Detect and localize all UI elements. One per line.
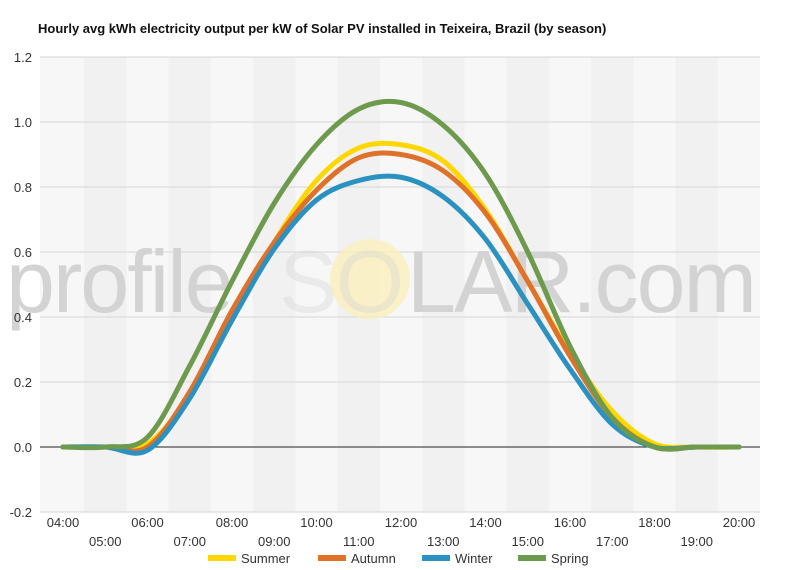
x-tick-label: 06:00 bbox=[131, 515, 164, 530]
series-line-winter bbox=[60, 173, 742, 456]
y-tick-label: 0.4 bbox=[14, 310, 32, 325]
x-tick-label: 08:00 bbox=[216, 515, 249, 530]
chart-title: Hourly avg kWh electricity output per kW… bbox=[38, 21, 606, 36]
column-band bbox=[168, 57, 211, 512]
y-tick-label: 0.6 bbox=[14, 245, 32, 260]
column-band bbox=[675, 57, 718, 512]
x-tick-label: 09:00 bbox=[258, 534, 291, 549]
legend-label: Spring bbox=[551, 551, 589, 566]
x-tick-label: 11:00 bbox=[343, 534, 375, 549]
legend-item-winter: Winter bbox=[422, 551, 493, 566]
x-tick-label: 19:00 bbox=[680, 534, 713, 549]
x-tick-label: 17:00 bbox=[596, 534, 629, 549]
x-tick-label: 05:00 bbox=[89, 534, 122, 549]
legend-item-autumn: Autumn bbox=[318, 551, 396, 566]
column-band bbox=[84, 57, 127, 512]
x-tick-label: 07:00 bbox=[173, 534, 206, 549]
x-tick-label: 12:00 bbox=[385, 515, 418, 530]
y-tick-label: 0.2 bbox=[14, 375, 32, 390]
y-tick-label: -0.2 bbox=[10, 505, 32, 520]
series-lines bbox=[60, 98, 742, 456]
legend-swatch bbox=[422, 555, 450, 561]
x-tick-label: 04:00 bbox=[47, 515, 80, 530]
legend-swatch bbox=[518, 555, 546, 561]
x-tick-label: 15:00 bbox=[511, 534, 544, 549]
x-tick-label: 14:00 bbox=[469, 515, 502, 530]
y-tick-label: 0.0 bbox=[14, 440, 32, 455]
legend-label: Summer bbox=[241, 551, 291, 566]
column-band bbox=[253, 57, 296, 512]
x-tick-label: 16:00 bbox=[554, 515, 587, 530]
legend-swatch bbox=[318, 555, 346, 561]
watermark-right-text: LAR.com bbox=[407, 232, 755, 331]
watermark-sun-letters: SO bbox=[279, 232, 402, 331]
legend-item-summer: Summer bbox=[208, 551, 291, 566]
y-tick-label: 0.8 bbox=[14, 180, 32, 195]
y-tick-label: 1.2 bbox=[14, 50, 32, 65]
x-tick-label: 20:00 bbox=[723, 515, 756, 530]
column-band bbox=[422, 57, 465, 512]
legend-label: Winter bbox=[455, 551, 493, 566]
legend: Summer Autumn Winter Spring bbox=[208, 551, 589, 566]
axes: -0.2 0.0 0.2 0.4 0.6 0.8 1.0 1.2 04:00 05:00 06:00… bbox=[10, 50, 756, 549]
legend-item-spring: Spring bbox=[518, 551, 589, 566]
series-line-spring bbox=[60, 98, 742, 452]
legend-label: Autumn bbox=[351, 551, 396, 566]
watermark-sun-icon bbox=[330, 239, 410, 319]
x-tick-label: 13:00 bbox=[427, 534, 460, 549]
profilesolar-watermark: profile SO LAR.com bbox=[6, 232, 757, 331]
watermark-left-text: profile bbox=[6, 232, 232, 331]
x-tick-label: 10:00 bbox=[300, 515, 333, 530]
legend-swatch bbox=[208, 555, 236, 561]
x-tick-label: 18:00 bbox=[638, 515, 671, 530]
y-tick-label: 1.0 bbox=[14, 115, 32, 130]
